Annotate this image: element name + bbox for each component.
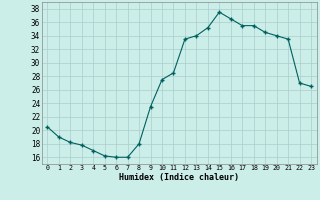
X-axis label: Humidex (Indice chaleur): Humidex (Indice chaleur)	[119, 173, 239, 182]
